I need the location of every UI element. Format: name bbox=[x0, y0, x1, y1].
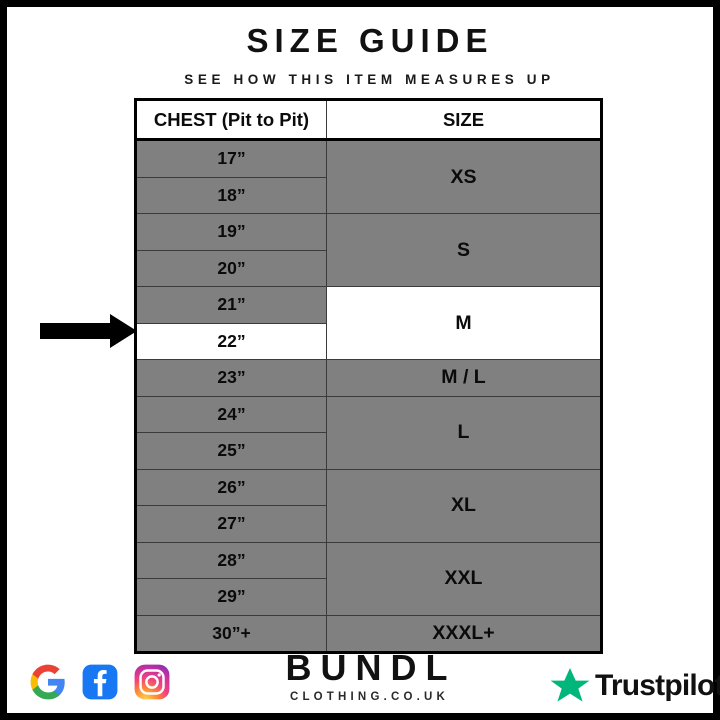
facebook-icon[interactable] bbox=[81, 663, 119, 701]
chest-value: 28” bbox=[135, 541, 327, 579]
size-value: XS bbox=[326, 139, 602, 214]
table-row: 20” bbox=[135, 249, 602, 287]
size-value: XXL bbox=[326, 541, 602, 616]
chest-value: 24” bbox=[135, 395, 327, 433]
chest-value: 18” bbox=[135, 176, 327, 214]
google-icon[interactable] bbox=[29, 663, 67, 701]
table-row: 26” XL bbox=[135, 468, 602, 543]
size-value: XXXL+ bbox=[326, 614, 602, 653]
instagram-icon[interactable] bbox=[133, 663, 171, 701]
brand-website: CLOTHING.CO.UK bbox=[289, 691, 450, 703]
table-row: 18” bbox=[135, 176, 602, 214]
size-value: S bbox=[326, 213, 602, 287]
size-value: L bbox=[326, 395, 602, 470]
chest-value: 29” bbox=[135, 578, 327, 616]
trustpilot-star-icon bbox=[550, 668, 590, 702]
chest-value: 27” bbox=[135, 505, 327, 543]
table-row: 23” M / L bbox=[135, 359, 602, 397]
table-row: 17” XS bbox=[135, 139, 602, 214]
table-row: 27” bbox=[135, 505, 602, 543]
chest-value: 21” bbox=[135, 286, 327, 324]
chest-value-highlighted: 22” bbox=[135, 322, 327, 360]
table-row: 29” bbox=[135, 578, 602, 616]
page-subtitle: SEE HOW THIS ITEM MEASURES UP bbox=[184, 72, 555, 87]
chest-value: 20” bbox=[135, 249, 327, 287]
brand-name: BUNDL bbox=[285, 647, 457, 688]
chest-value: 17” bbox=[135, 139, 327, 178]
brand-block: BUNDL CLOTHING.CO.UK bbox=[7, 648, 720, 705]
column-header-size: SIZE bbox=[326, 99, 602, 141]
table-row: 28” XXL bbox=[135, 541, 602, 616]
chest-value: 23” bbox=[135, 359, 327, 397]
table-row: 24” L bbox=[135, 395, 602, 470]
table-row: 19” S bbox=[135, 213, 602, 287]
table-row-highlighted: 21” M bbox=[135, 286, 602, 360]
arrow-pointer-icon bbox=[40, 314, 137, 348]
size-value: M / L bbox=[326, 359, 602, 397]
trustpilot-logo[interactable]: Trustpilot bbox=[550, 667, 720, 705]
chest-value: 30”+ bbox=[135, 614, 327, 653]
size-value: XL bbox=[326, 468, 602, 543]
table-row: 30”+ XXXL+ bbox=[135, 614, 602, 653]
page-title: SIZE GUIDE bbox=[246, 22, 494, 59]
chest-value: 19” bbox=[135, 213, 327, 251]
chest-value: 26” bbox=[135, 468, 327, 506]
table-row: 25” bbox=[135, 432, 602, 470]
chest-value: 25” bbox=[135, 432, 327, 470]
table-body: 17” XS 18” 19” S 20” 21” M 22” bbox=[135, 139, 602, 653]
header-block: SIZE GUIDE SEE HOW THIS ITEM MEASURES UP bbox=[7, 21, 720, 90]
size-value-highlighted: M bbox=[326, 286, 602, 360]
trustpilot-wordmark: Trustpilot bbox=[595, 669, 720, 702]
size-guide-table: CHEST (Pit to Pit) SIZE 17” XS 18” 19” S… bbox=[134, 98, 603, 654]
table-header-row: CHEST (Pit to Pit) SIZE bbox=[135, 99, 602, 141]
social-icons-group bbox=[29, 663, 171, 701]
column-header-chest: CHEST (Pit to Pit) bbox=[135, 99, 327, 141]
